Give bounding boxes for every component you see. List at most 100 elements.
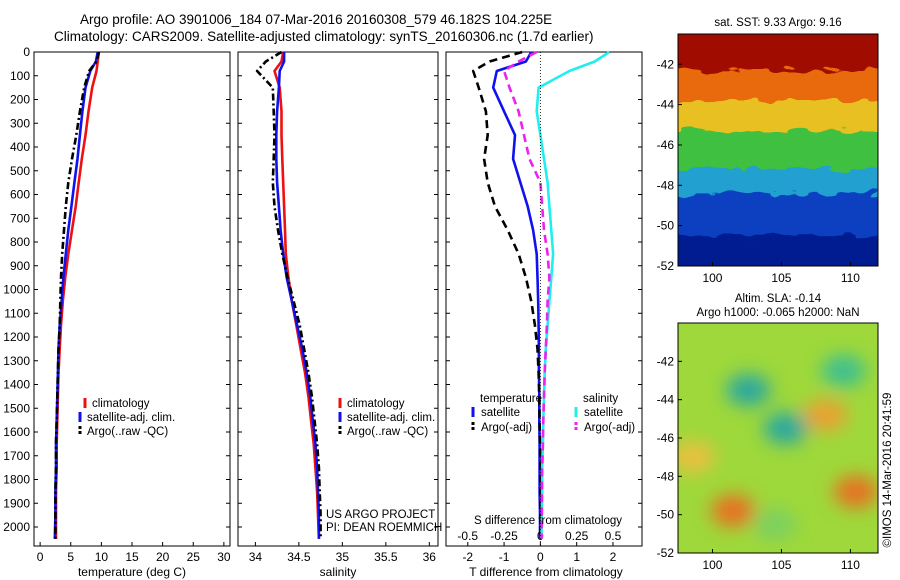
series-argo-raw-qc--line [255,50,322,539]
series-s-argo-adj--line [502,50,551,539]
x-tick-label: -1 [499,550,510,564]
y-tick-label: 1100 [4,306,30,320]
sla-anomaly-blob [803,399,848,431]
map-y-tick-label: -44 [657,98,675,112]
legend-label-climatology: climatology [92,398,150,410]
sla-map-title-line2: Argo h1000: -0.065 h2000: NaN [696,307,859,319]
legend-label-t-satellite: satellite [481,407,520,419]
credit-line1: US ARGO PROJECT [326,509,435,521]
legend-label-satellite: satellite-adj. clim. [347,412,435,424]
y-tick-label: 200 [10,93,30,107]
legend-heading-temperature: temperature [480,393,542,405]
sla-anomaly-blob [711,494,756,527]
y-tick-label: 500 [10,164,30,178]
sla-anomaly-blob [763,412,808,445]
temperature-legend: climatology satellite-adj. clim. Argo(..… [78,398,175,438]
salinity-legend: climatology satellite-adj. clim. Argo(..… [338,398,435,438]
map-y-tick-label: -50 [657,219,675,233]
plot-title-line1: Argo profile: AO 3901006_184 07-Mar-2016… [80,12,553,27]
map-y-tick-label: -42 [657,354,675,368]
x-tick-label: 15 [125,550,139,564]
temperature-panel: 0100200300400500600700800900100011001200… [3,45,231,579]
sst-map-axes [677,33,879,267]
legend-label-argo: Argo(..raw -QC) [87,426,168,438]
y-tick-label: 1000 [3,283,30,297]
sst-band [678,100,878,132]
x-tick-label: 34.5 [287,550,311,564]
sst-band [678,235,878,266]
x-tick-label: 5 [67,550,74,564]
sla-anomaly-blob [752,508,797,541]
x-tick-label: 30 [217,550,231,564]
x-tick-label-salinity: 0.5 [605,529,622,543]
y-tick-label: 100 [10,69,30,83]
imos-stamp: ©IMOS 14-Mar-2016 20:41:59 [882,393,894,548]
y-tick-label: 900 [10,259,30,273]
sla-map-panel: Altim. SLA: -0.14 Argo h1000: -0.065 h20… [657,293,879,572]
y-tick-label: 1500 [3,401,30,415]
sst-band [678,130,878,171]
y-tick-label: 0 [23,45,30,59]
map-x-tick-label: 100 [702,558,722,572]
map-y-tick-label: -46 [657,138,675,152]
y-tick-label: 300 [10,116,30,130]
sst-band [678,70,878,102]
sla-map-image [678,323,878,553]
sst-map-image [678,34,878,266]
difference-xlabel: T difference from climatology [469,565,623,579]
legend-heading-salinity: salinity [583,393,618,405]
map-x-tick-label: 100 [702,271,722,285]
y-tick-label: 400 [10,140,30,154]
sst-map-panel: sat. SST: 9.33 Argo: 9.16 100 105 110 -42 -… [657,17,879,285]
x-tick-label-salinity: -0.5 [457,529,478,543]
map-x-tick-label: 105 [771,271,791,285]
x-tick-label: 35 [336,550,350,564]
salinity-xlabel: salinity [320,565,357,579]
x-tick-label: 36 [423,550,437,564]
map-x-tick-label: 105 [771,558,791,572]
x-tick-label: 20 [156,550,170,564]
y-tick-label: 1700 [3,449,30,463]
y-tick-label: 800 [10,235,30,249]
map-x-tick-label: 110 [841,271,860,285]
credit-line2: PI: DEAN ROEMMICH [326,522,442,534]
sst-band [678,34,878,72]
x-tick-label: 1 [573,550,580,564]
sla-anomaly-blob [821,354,866,387]
x-tick-label-salinity: 0.25 [565,529,589,543]
map-y-tick-label: -42 [657,57,675,71]
sst-map-title: sat. SST: 9.33 Argo: 9.16 [714,17,841,29]
sla-anomaly-blob [833,475,878,508]
temperature-axes [33,51,231,547]
x-tick-label: 34 [249,550,263,564]
temperature-xlabel: temperature (deg C) [78,565,186,579]
map-y-tick-label: -48 [657,469,675,483]
difference-axes [445,51,643,547]
map-y-tick-label: -46 [657,431,675,445]
salinity-panel: 34 34.5 35 35.5 36 salinity climatology sate… [237,50,442,579]
salinity-axes [237,51,439,547]
y-tick-label: 1600 [3,425,30,439]
difference-panel: -2 -1 0 1 2 -0.5 -0.25 0 0.25 0.5 T difference f… [445,50,643,579]
map-y-tick-label: -44 [657,393,675,407]
difference-legend: temperature salinity satellite Argo(-adj… [471,393,635,434]
y-tick-label: 1200 [3,330,30,344]
x-tick-label: -2 [462,550,473,564]
y-tick-label: 1300 [3,354,30,368]
y-tick-label: 600 [10,188,30,202]
y-tick-label: 1800 [3,473,30,487]
x-tick-label: 0 [37,550,44,564]
sst-band [678,169,878,195]
sla-anomaly-blob [678,441,716,474]
y-tick-label: 700 [10,211,30,225]
series-argo-raw-qc--line [54,51,101,539]
legend-label-climatology: climatology [347,398,405,410]
x-tick-label: 0 [537,550,544,564]
legend-label-satellite: satellite-adj. clim. [87,412,175,424]
y-tick-label: 1400 [3,378,30,392]
x-tick-label: 2 [610,550,617,564]
legend-label-s-satellite: satellite [584,407,623,419]
map-x-tick-label: 110 [841,558,860,572]
x-tick-label-salinity: -0.25 [490,529,518,543]
